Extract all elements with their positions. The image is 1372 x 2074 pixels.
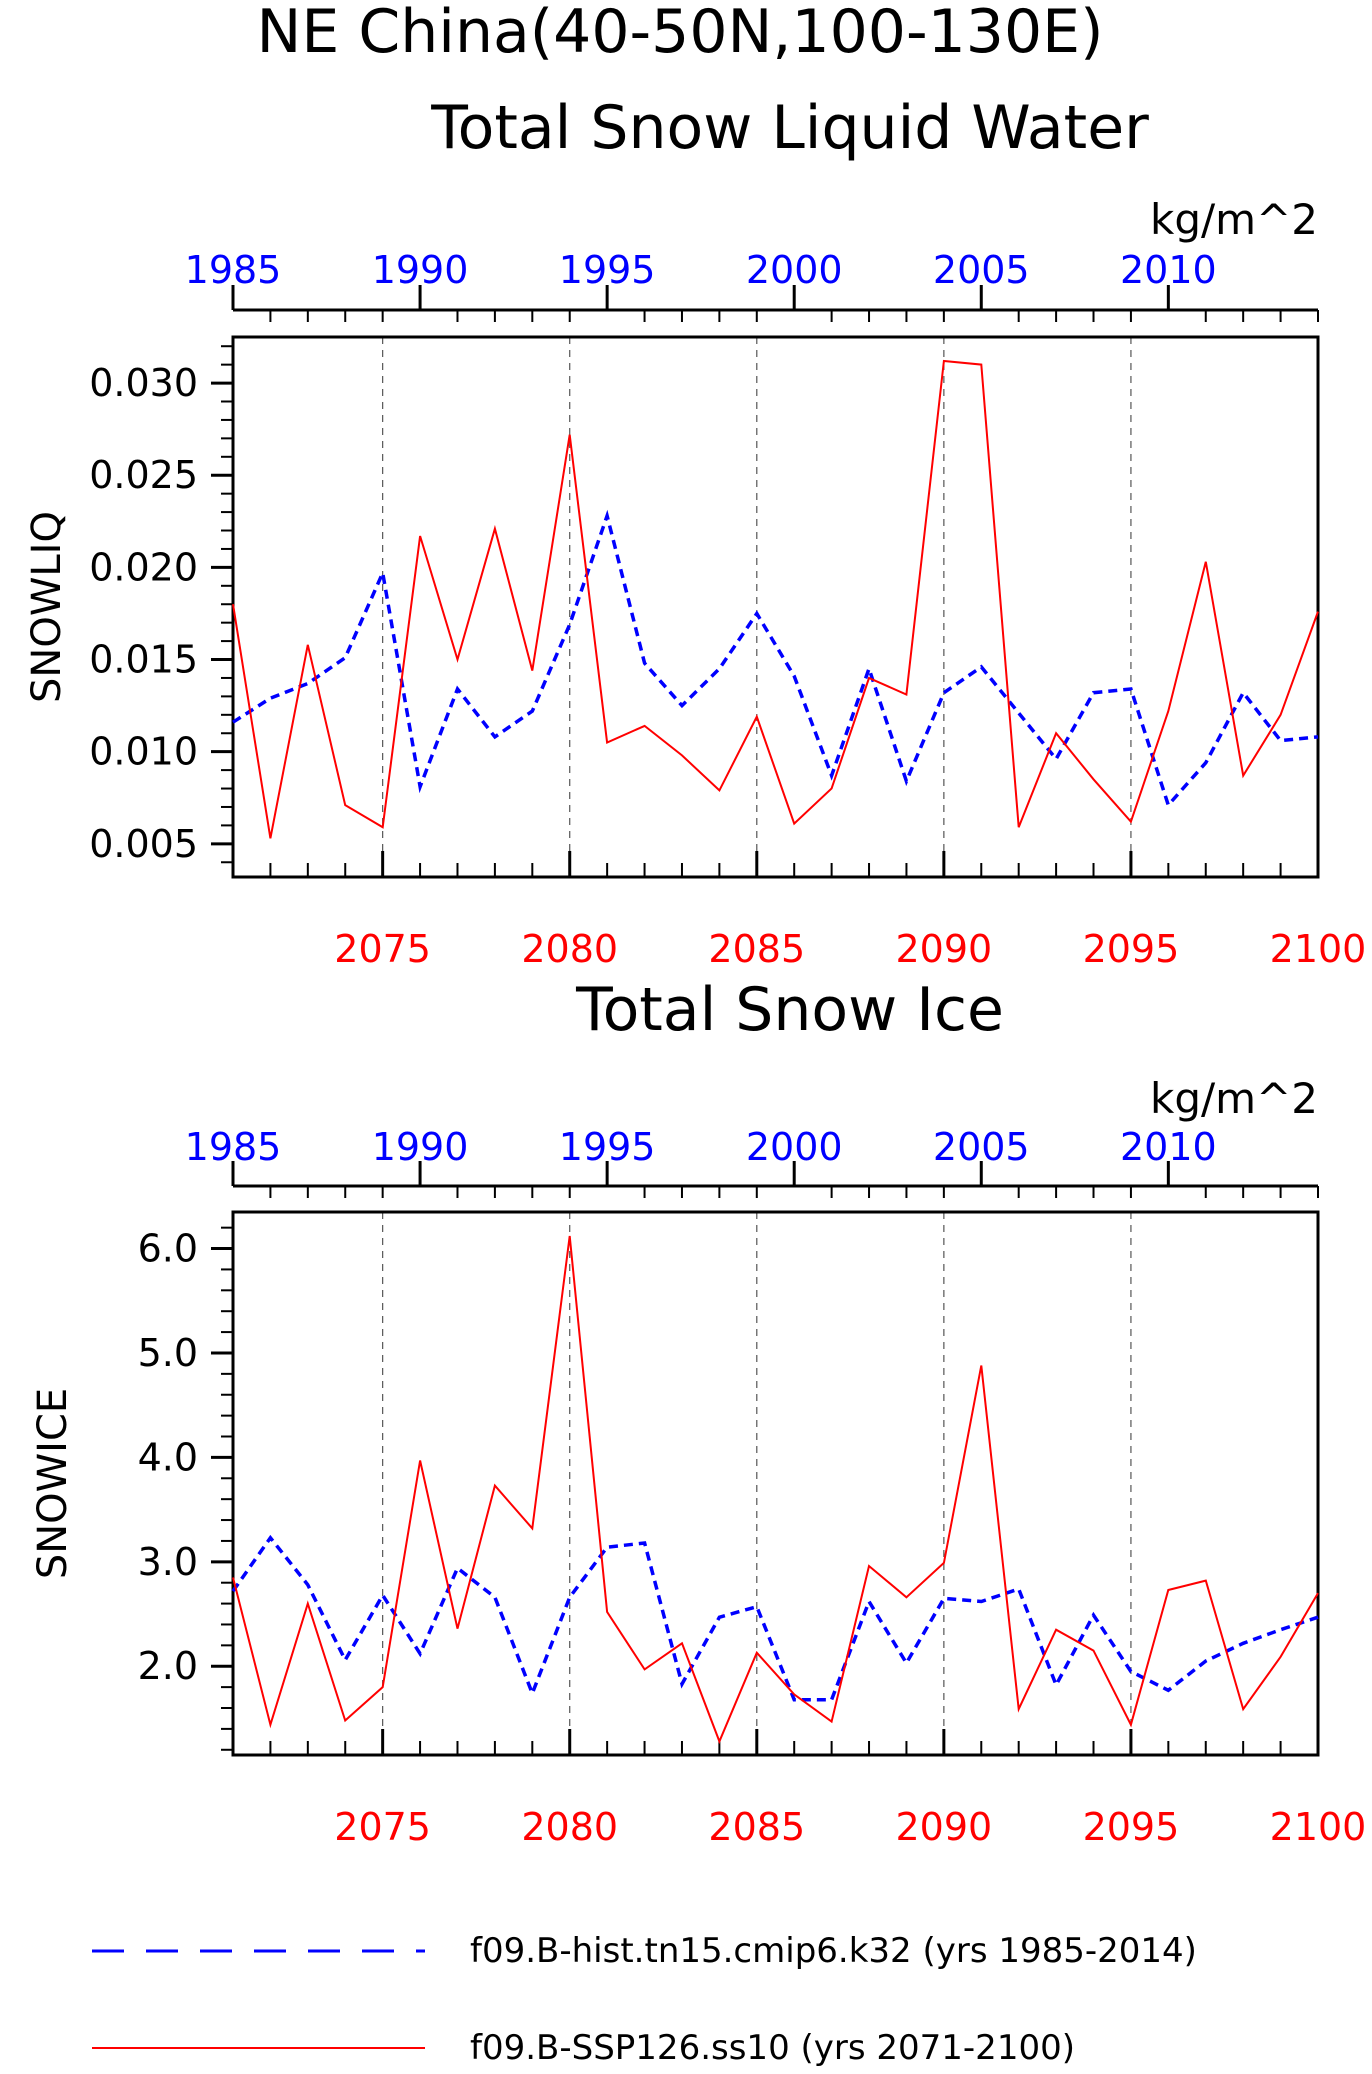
bottom-axis-tick-label: 2080	[521, 1805, 618, 1849]
plot-frame	[231, 1210, 1320, 1757]
top-axis-tick-label: 2000	[746, 1125, 843, 1169]
bottom-axis-tick-label: 2085	[708, 1805, 805, 1849]
series-ssp-line	[232, 1235, 1319, 1745]
y-axis-tick-label: 2.0	[138, 1644, 198, 1688]
panel-snowice: Total Snow Ice kg/m^2 SNOWICE 1985 1990 1995 2…	[30, 975, 1366, 1849]
y-axis-tick-label: 4.0	[138, 1435, 198, 1479]
y-axis-tick-label: 6.0	[138, 1227, 198, 1271]
panel-title: Total Snow Ice	[575, 975, 1004, 1045]
bottom-axis-tick-label: 2095	[1083, 927, 1180, 971]
bottom-axis-tick-label: 2090	[896, 1805, 993, 1849]
panel-title: Total Snow Liquid Water	[430, 93, 1149, 163]
top-axis-tick-label: 2005	[933, 248, 1030, 292]
bottom-axis-tick-label: 2090	[896, 927, 993, 971]
series-hist-line	[232, 509, 1319, 809]
series-ssp-line	[232, 359, 1319, 839]
y-axis-tick-label: 0.015	[89, 638, 198, 682]
y-axis-tick-label: 3.0	[138, 1540, 198, 1584]
top-axis-tick-label: 1995	[559, 248, 656, 292]
y-axis-tick-label: 0.005	[89, 822, 198, 866]
top-axis-tick-label: 1990	[372, 1125, 469, 1169]
bottom-axis-tick-label: 2095	[1083, 1805, 1180, 1849]
bottom-axis-tick-label: 2075	[334, 1805, 431, 1849]
y-axis-tick-label: 0.020	[89, 545, 198, 589]
legend-ssp-label: f09.B-SSP126.ss10 (yrs 2071-2100)	[470, 2028, 1075, 2068]
main-title: NE China(40-50N,100-130E)	[257, 0, 1104, 67]
bottom-axis-tick-label: 2075	[334, 927, 431, 971]
top-axis-tick-label: 2000	[746, 248, 843, 292]
y-axis-tick-label: 5.0	[138, 1331, 198, 1375]
top-axis-tick-label: 1985	[185, 1125, 282, 1169]
top-axis-tick-label: 1990	[372, 248, 469, 292]
legend: f09.B-hist.tn15.cmip6.k32 (yrs 1985-2014…	[92, 1931, 1197, 2068]
y-axis-tick-label: 0.010	[89, 730, 198, 774]
series-hist-line	[231, 1534, 1319, 1702]
y-axis-label: SNOWLIQ	[24, 511, 70, 703]
y-axis-tick-label: 0.030	[89, 361, 198, 405]
bottom-axis-tick-label: 2100	[1270, 927, 1367, 971]
bottom-axis-tick-label: 2085	[708, 927, 805, 971]
plot-frame	[231, 335, 1320, 879]
top-axis-tick-label: 2005	[933, 1125, 1030, 1169]
legend-hist-label: f09.B-hist.tn15.cmip6.k32 (yrs 1985-2014…	[470, 1931, 1197, 1971]
top-axis-tick-label: 1985	[185, 248, 282, 292]
top-axis-tick-label: 1995	[559, 1125, 656, 1169]
units-label: kg/m^2	[1150, 1074, 1318, 1123]
top-axis-tick-label: 2010	[1120, 248, 1217, 292]
top-axis-tick-label: 2010	[1120, 1125, 1217, 1169]
bottom-axis-tick-label: 2080	[521, 927, 618, 971]
units-label: kg/m^2	[1150, 195, 1318, 244]
y-axis-label: SNOWICE	[30, 1388, 76, 1579]
y-axis-tick-label: 0.025	[89, 453, 198, 497]
bottom-axis-tick-label: 2100	[1270, 1805, 1367, 1849]
